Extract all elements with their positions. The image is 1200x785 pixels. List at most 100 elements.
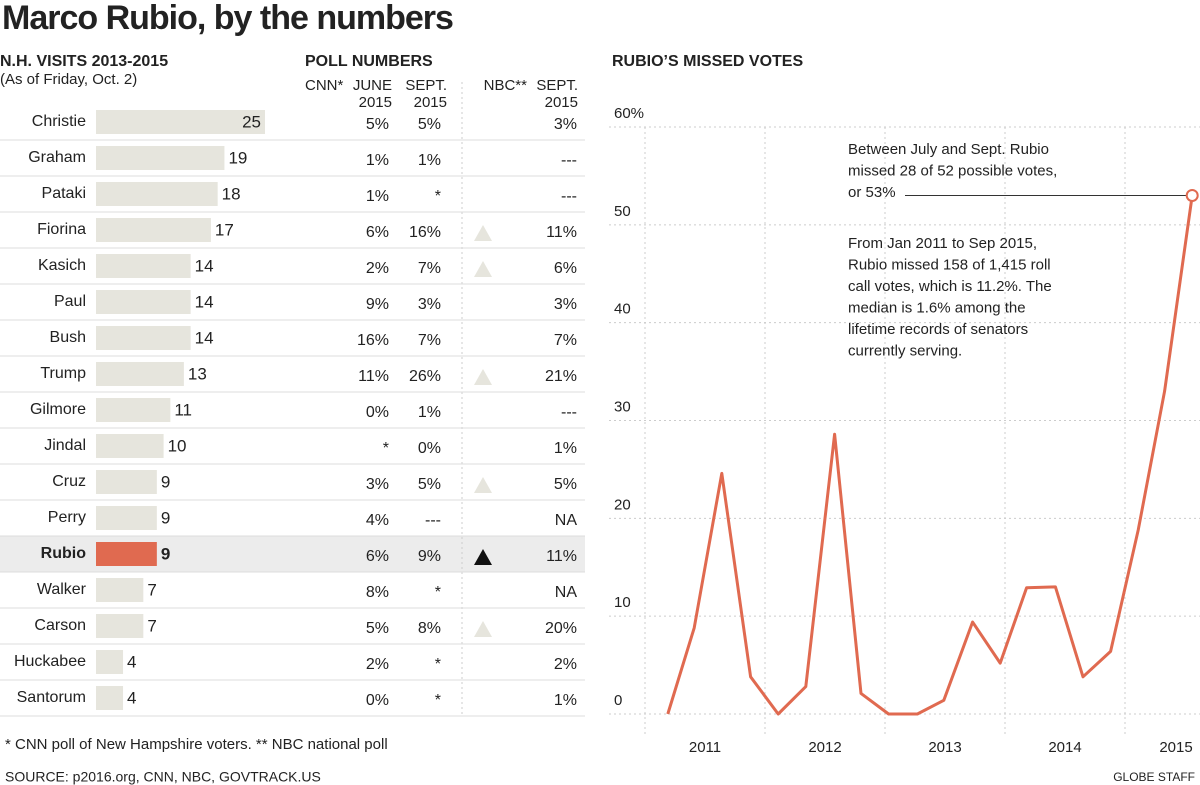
category-label: Bush [50, 329, 86, 346]
value-label: 14 [195, 256, 214, 275]
poll-value: 20% [545, 620, 577, 637]
value-label: 19 [228, 148, 247, 167]
poll-value: 5% [366, 116, 389, 133]
y-tick-label: 30 [614, 398, 631, 415]
rising-arrow [474, 225, 492, 241]
x-tick-label: 2012 [808, 739, 841, 756]
y-tick-label: 10 [614, 594, 631, 611]
footnote: * CNN poll of New Hampshire voters. ** N… [5, 736, 388, 753]
poll-value: 11% [546, 224, 577, 241]
x-tick-label: 2014 [1048, 739, 1081, 756]
bar [96, 686, 124, 710]
x-tick-label: 2013 [928, 739, 961, 756]
poll-value: 1% [366, 188, 389, 205]
column-header: 2015 [545, 94, 578, 111]
poll-value: 0% [366, 692, 389, 709]
y-tick-label: 0 [614, 692, 622, 709]
data-line [666, 195, 1194, 716]
source: SOURCE: p2016.org, CNN, NBC, GOVTRACK.US [5, 769, 321, 785]
main-title: Marco Rubio, by the numbers [2, 0, 453, 37]
poll-value: 6% [366, 548, 389, 565]
value-label: 14 [195, 292, 214, 311]
poll-value: NA [555, 584, 578, 601]
x-tick-label: 2015 [1159, 739, 1192, 756]
bar [96, 434, 164, 458]
bar [96, 326, 191, 350]
poll-value: 1% [366, 152, 389, 169]
visits-subtitle: (As of Friday, Oct. 2) [0, 71, 137, 88]
annotation: call votes, which is 11.2%. The [848, 278, 1052, 295]
poll-value: * [435, 188, 441, 205]
y-tick-label: 60% [614, 105, 644, 122]
value-label: 25 [242, 112, 261, 131]
bar [96, 542, 157, 566]
value-label: 11 [174, 400, 192, 419]
bar [96, 182, 218, 206]
poll-value: 6% [366, 224, 389, 241]
category-label: Jindal [44, 437, 86, 454]
highlight-row [0, 536, 585, 572]
poll-value: 2% [554, 656, 577, 673]
bar [96, 218, 211, 242]
annotation: median is 1.6% among the [848, 299, 1026, 316]
rising-arrow [474, 369, 492, 385]
category-label: Carson [34, 617, 86, 634]
poll-value: 11% [546, 548, 577, 565]
category-label: Walker [37, 581, 87, 598]
poll-value: --- [561, 188, 577, 205]
value-label: 4 [127, 688, 136, 707]
poll-value: 8% [366, 584, 389, 601]
annotation: Between July and Sept. Rubio [848, 141, 1049, 158]
value-label: 10 [168, 436, 187, 455]
poll-value: 9% [418, 548, 441, 565]
category-label: Perry [48, 509, 86, 526]
poll-value: 5% [418, 116, 441, 133]
poll-value: 1% [418, 152, 441, 169]
annotation: From Jan 2011 to Sep 2015, [848, 235, 1037, 252]
poll-value: 3% [554, 296, 577, 313]
annotation: or 53% [848, 184, 896, 201]
bar [96, 254, 191, 278]
poll-value: 7% [554, 332, 577, 349]
poll-value: 16% [357, 332, 389, 349]
category-label: Christie [32, 113, 86, 130]
value-label: 17 [215, 220, 234, 239]
rising-arrow [474, 621, 492, 637]
value-label: 13 [188, 364, 207, 383]
value-label: 9 [161, 472, 170, 491]
poll-value: --- [561, 404, 577, 421]
poll-value: 5% [554, 476, 577, 493]
poll-value: * [435, 584, 441, 601]
bar [96, 614, 144, 638]
bar [96, 506, 157, 530]
y-tick-label: 20 [614, 496, 631, 513]
rising-arrow [474, 549, 492, 565]
poll-value: 7% [418, 260, 441, 277]
bar [96, 290, 191, 314]
bar [96, 110, 265, 134]
poll-value: 3% [366, 476, 389, 493]
end-marker [1185, 188, 1199, 202]
column-header: SEPT. [536, 77, 578, 94]
bar [96, 146, 225, 170]
poll-value: 2% [366, 260, 389, 277]
poll-value: * [435, 656, 441, 673]
category-label: Rubio [41, 545, 87, 562]
value-label: 9 [161, 544, 170, 563]
poll-value: 0% [418, 440, 441, 457]
column-header: 2015 [359, 94, 392, 111]
category-label: Kasich [38, 257, 86, 274]
category-label: Paul [54, 293, 86, 310]
line-title: RUBIO’S MISSED VOTES [612, 53, 803, 70]
category-label: Huckabee [14, 653, 86, 670]
bar [96, 362, 184, 386]
value-label: 14 [195, 328, 214, 347]
value-label: 7 [147, 580, 156, 599]
poll-value: 1% [418, 404, 441, 421]
category-label: Trump [40, 365, 86, 382]
category-label: Pataki [42, 185, 86, 202]
bar [96, 398, 171, 422]
poll-value: 5% [366, 620, 389, 637]
